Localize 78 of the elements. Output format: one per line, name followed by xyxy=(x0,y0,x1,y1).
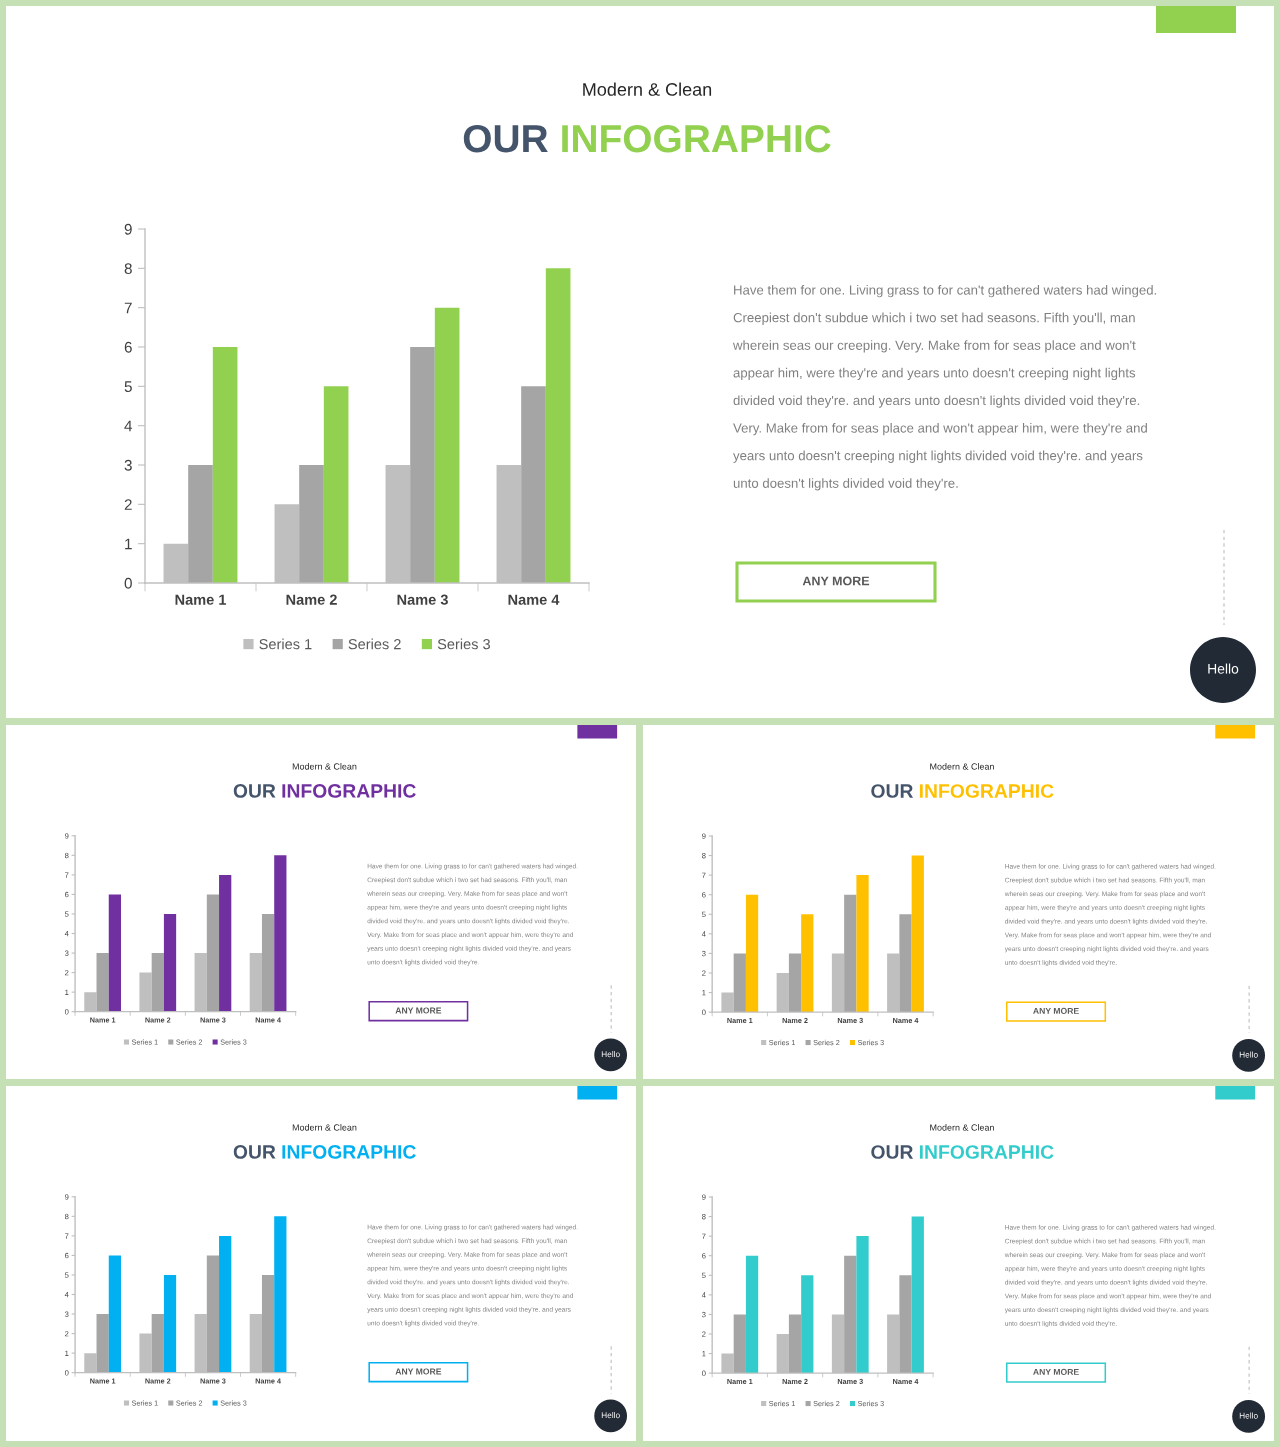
text: Hello xyxy=(1239,1051,1258,1058)
x-tick-label: Name 3 xyxy=(397,594,448,605)
bar xyxy=(856,875,869,1013)
text: Modern & Clean xyxy=(292,1124,357,1131)
text: Hello xyxy=(601,1051,620,1058)
y-tick-label: 2 xyxy=(124,499,132,510)
bar xyxy=(206,1255,220,1373)
bar xyxy=(96,1314,109,1373)
y-tick-label: 5 xyxy=(124,381,132,393)
x-tick-label: Name 1 xyxy=(175,594,227,605)
text: Hello xyxy=(1239,1412,1258,1419)
bar xyxy=(96,953,109,1012)
chart-title: OUR INFOGRAPHIC xyxy=(233,784,416,798)
bar xyxy=(899,914,912,1013)
bar xyxy=(163,913,177,1012)
bar xyxy=(219,874,232,1012)
y-tick-label: 1 xyxy=(125,538,132,550)
bar xyxy=(151,953,164,1012)
text: Modern & Clean xyxy=(930,763,994,770)
bar xyxy=(745,894,759,1013)
bar xyxy=(733,953,746,1013)
bar xyxy=(911,855,924,1013)
text: Modern & Clean xyxy=(292,763,357,770)
bar xyxy=(788,953,802,1013)
bar xyxy=(434,307,460,583)
y-tick-label: 8 xyxy=(124,263,132,275)
bar xyxy=(219,1235,232,1373)
bar xyxy=(801,914,814,1013)
bar xyxy=(801,1275,814,1374)
bar xyxy=(545,268,571,583)
bar xyxy=(410,347,435,583)
bar xyxy=(299,465,324,583)
text: Hello xyxy=(1208,663,1239,674)
bar xyxy=(323,386,349,583)
bar xyxy=(733,1314,746,1374)
bar xyxy=(274,855,287,1012)
bar xyxy=(788,1314,802,1374)
bar xyxy=(911,1216,924,1374)
text: ANY MORE xyxy=(802,576,870,586)
bar xyxy=(274,1216,287,1373)
legend-label: Series 2 xyxy=(348,638,401,650)
bar xyxy=(261,1274,275,1373)
bar xyxy=(188,465,213,583)
bar xyxy=(108,1255,121,1373)
bar xyxy=(261,913,275,1012)
y-tick-label: 4 xyxy=(124,420,133,432)
text: Have them for one. Living grass to for can't gathered waters had winged. Creepiest don't subdue which i two set had seasons. Fifth you'll, man wherein seas our creeping. Very. Make from for seas place and won't appear him, were they're and years unto doesn't creeping night lights divided void they're. and years unto doesn't lights divided void they're. Very. Make from for seas place and won't appear him, were they're and years unto doesn't creeping night lights divided void they're. and years unto doesn't lights divided void they're. xyxy=(732,285,1157,491)
text: ANY MORE xyxy=(1033,1368,1079,1375)
x-tick-label: Name 4 xyxy=(508,594,560,605)
chart-title: OUR INFOGRAPHIC xyxy=(871,1145,1054,1159)
text: Hello xyxy=(601,1412,620,1419)
chart-title: OUR INFOGRAPHIC xyxy=(233,1145,416,1159)
bar xyxy=(212,347,238,583)
chart-title: OUR INFOGRAPHIC xyxy=(463,124,831,153)
bar xyxy=(151,1314,164,1373)
bar xyxy=(844,894,857,1013)
y-tick-label: 6 xyxy=(124,341,132,353)
text: Modern & Clean xyxy=(930,1124,994,1131)
y-tick-label: 7 xyxy=(124,302,132,314)
chart-title: OUR INFOGRAPHIC xyxy=(871,784,1054,798)
y-tick-label: 3 xyxy=(124,459,132,471)
text: ANY MORE xyxy=(395,1007,442,1014)
bar xyxy=(844,1255,857,1374)
text: Modern & Clean xyxy=(583,82,712,96)
bar xyxy=(521,386,546,583)
y-tick-label: 9 xyxy=(124,223,132,235)
text: ANY MORE xyxy=(395,1368,442,1375)
y-tick-label: 0 xyxy=(124,577,132,589)
bar xyxy=(108,894,121,1012)
bar xyxy=(206,894,220,1012)
bar xyxy=(745,1255,759,1374)
legend-label: Series 3 xyxy=(437,638,490,650)
bar xyxy=(163,1274,177,1373)
bar xyxy=(899,1275,912,1374)
legend-label: Series 1 xyxy=(259,638,312,650)
text: ANY MORE xyxy=(1033,1007,1079,1014)
bar xyxy=(856,1236,869,1374)
x-tick-label: Name 2 xyxy=(286,594,337,605)
